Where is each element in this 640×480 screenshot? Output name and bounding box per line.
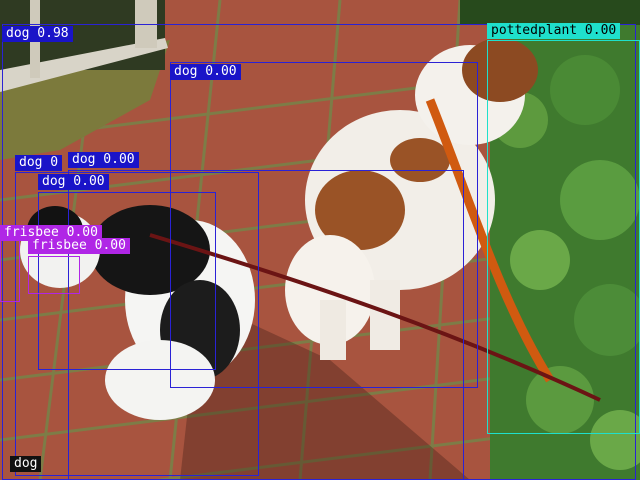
bbox-label-frisbee-1: frisbee 0.00: [28, 238, 130, 254]
bbox-label-dog-3: dog 0.00: [68, 152, 139, 168]
bbox-dog-2: [15, 172, 259, 476]
shadow: [180, 300, 470, 480]
bbox-label-dog-1: dog 0.00: [170, 64, 241, 80]
bbox-frisbee-1: [28, 256, 80, 294]
bbox-dog-1: [170, 62, 478, 388]
bbox-label-dog-5: dog: [10, 456, 42, 472]
bbox-dog-4: [38, 192, 216, 370]
bbox-label-dog-4: dog 0.00: [38, 174, 109, 190]
leashes: [149, 98, 601, 402]
bbox-label-pottedplant-0: pottedplant 0.00: [487, 23, 621, 39]
bbox-label-dog-2: dog 0: [15, 155, 63, 171]
bbox-pottedplant-0: [487, 40, 640, 434]
bbox-label-frisbee-0: frisbee 0.00: [0, 225, 102, 241]
bbox-label-dog-0: dog 0.98: [2, 26, 73, 42]
